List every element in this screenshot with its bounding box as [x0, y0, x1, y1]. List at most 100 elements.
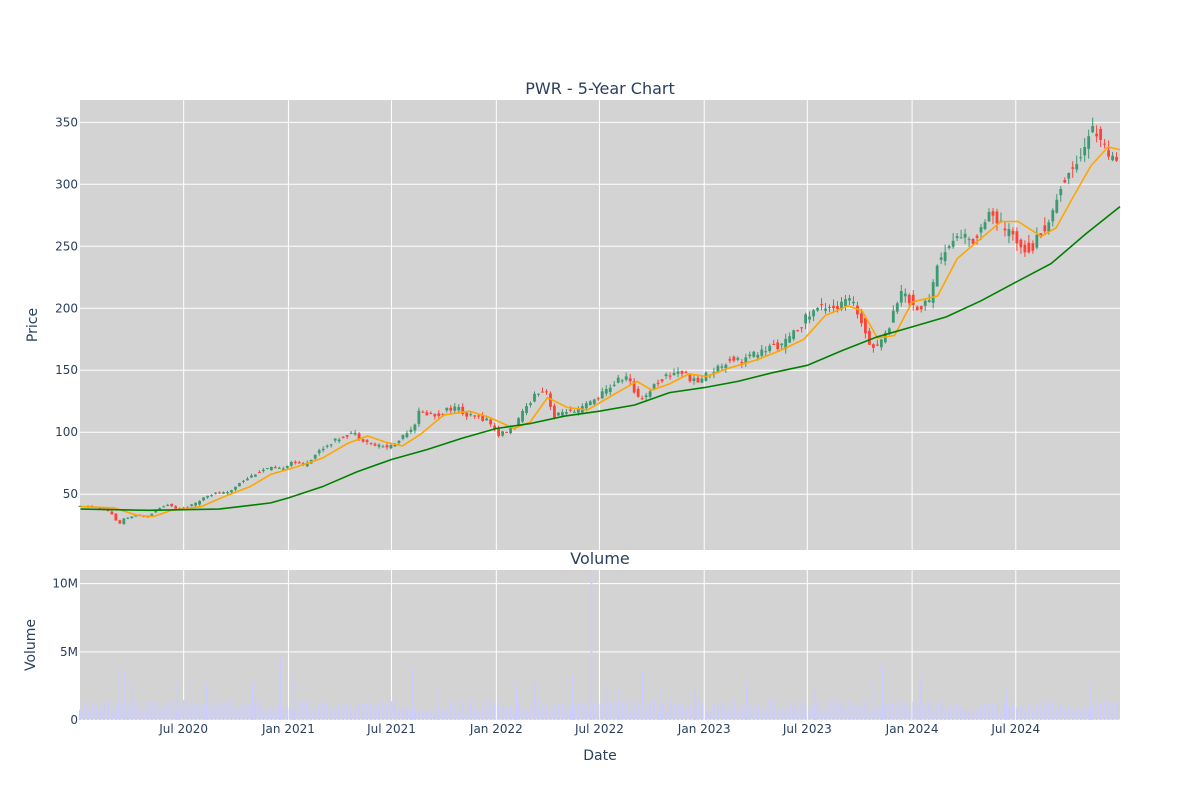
volume-bar	[704, 710, 707, 720]
volume-bar	[110, 710, 113, 720]
candle-down	[732, 356, 736, 361]
candle-down	[875, 344, 879, 346]
volume-bar	[1107, 700, 1110, 720]
candle-up	[401, 435, 405, 439]
volume-bar	[1103, 701, 1106, 720]
volume-y-tick-label: 0	[70, 713, 78, 727]
volume-bar	[736, 708, 739, 720]
candle-up	[214, 492, 217, 494]
candle-down	[800, 327, 804, 329]
volume-bar	[685, 707, 688, 720]
candle-up	[250, 475, 253, 478]
volume-spike-bar	[919, 677, 921, 720]
price-gridlines	[80, 100, 1120, 550]
volume-spike-bar	[590, 572, 593, 720]
candle-down	[796, 330, 800, 332]
price-y-tick-label: 50	[63, 487, 78, 501]
volume-bar	[202, 704, 205, 720]
candle-up	[744, 357, 748, 363]
volume-bar	[206, 701, 209, 720]
candle-down	[170, 504, 174, 507]
candle-down	[684, 372, 688, 374]
candle-up	[158, 508, 162, 511]
candle-up	[265, 467, 269, 469]
volume-spike-bar	[131, 681, 133, 720]
candle-up	[381, 446, 385, 448]
volume-bar	[565, 708, 568, 720]
candle-up	[1111, 155, 1114, 161]
volume-bar	[956, 702, 959, 720]
candle-up	[333, 438, 337, 441]
volume-bar	[310, 708, 313, 720]
volume-bar	[653, 699, 656, 720]
volume-bar	[294, 708, 297, 720]
volume-bar	[999, 710, 1002, 720]
candle-down	[437, 413, 441, 416]
candle-up	[879, 339, 883, 348]
volume-bar	[820, 710, 823, 720]
price-y-tick-label: 350	[55, 115, 78, 129]
volume-bar	[585, 704, 588, 720]
x-tick-label: Jan 2022	[469, 722, 523, 736]
price-y-tick-label: 250	[55, 239, 78, 253]
candle-up	[537, 393, 540, 395]
volume-bar	[306, 701, 309, 720]
volume-bar	[948, 705, 951, 720]
candle-up	[947, 246, 951, 249]
candle-down	[1039, 233, 1043, 237]
candle-down	[656, 382, 660, 384]
volume-bar	[677, 703, 680, 720]
candle-up	[600, 391, 604, 399]
candle-down	[258, 471, 261, 473]
volume-bar	[812, 704, 815, 720]
candle-down	[696, 377, 700, 383]
volume-bar	[266, 710, 269, 720]
volume-bar	[673, 702, 676, 720]
candle-up	[194, 502, 198, 506]
volume-bar	[920, 701, 923, 720]
volume-bar	[409, 710, 412, 720]
candle-down	[369, 442, 373, 444]
volume-bar	[358, 703, 361, 720]
volume-spike-bar	[694, 690, 696, 720]
volume-bar	[90, 704, 93, 720]
volume-bar	[270, 704, 273, 720]
candle-up	[812, 310, 815, 317]
volume-bar	[322, 701, 325, 720]
candle-up	[150, 513, 154, 516]
candle-up	[764, 351, 768, 353]
candle-down	[174, 506, 178, 509]
volume-bar	[86, 709, 89, 720]
volume-bar	[465, 710, 468, 720]
volume-bar	[581, 702, 584, 720]
candle-down	[1011, 230, 1015, 235]
candle-down	[118, 520, 122, 524]
candle-down	[365, 440, 369, 442]
candle-up	[895, 303, 899, 312]
candle-up	[676, 371, 680, 374]
candle-up	[620, 380, 624, 382]
volume-bar	[852, 705, 855, 720]
x-tick-label: Jan 2024	[885, 722, 939, 736]
candle-up	[840, 301, 843, 310]
volume-bar	[501, 707, 504, 720]
candle-up	[289, 462, 293, 466]
candle-up	[557, 412, 560, 416]
volume-bar	[461, 700, 464, 720]
candle-up	[752, 351, 756, 357]
volume-bar	[760, 708, 763, 720]
volume-bar	[425, 710, 428, 720]
candle-down	[1103, 143, 1107, 145]
volume-spike-bar	[279, 658, 282, 720]
volume-bar	[142, 709, 145, 720]
candle-up	[967, 239, 971, 241]
volume-bar	[250, 703, 253, 720]
volume-spike-bar	[1005, 690, 1008, 720]
volume-bar	[230, 699, 233, 720]
volume-bar	[1031, 709, 1034, 720]
candle-down	[146, 516, 150, 518]
candle-down	[505, 431, 508, 433]
volume-bar	[374, 704, 377, 720]
candle-up	[457, 407, 461, 411]
volume-bar	[712, 703, 715, 720]
